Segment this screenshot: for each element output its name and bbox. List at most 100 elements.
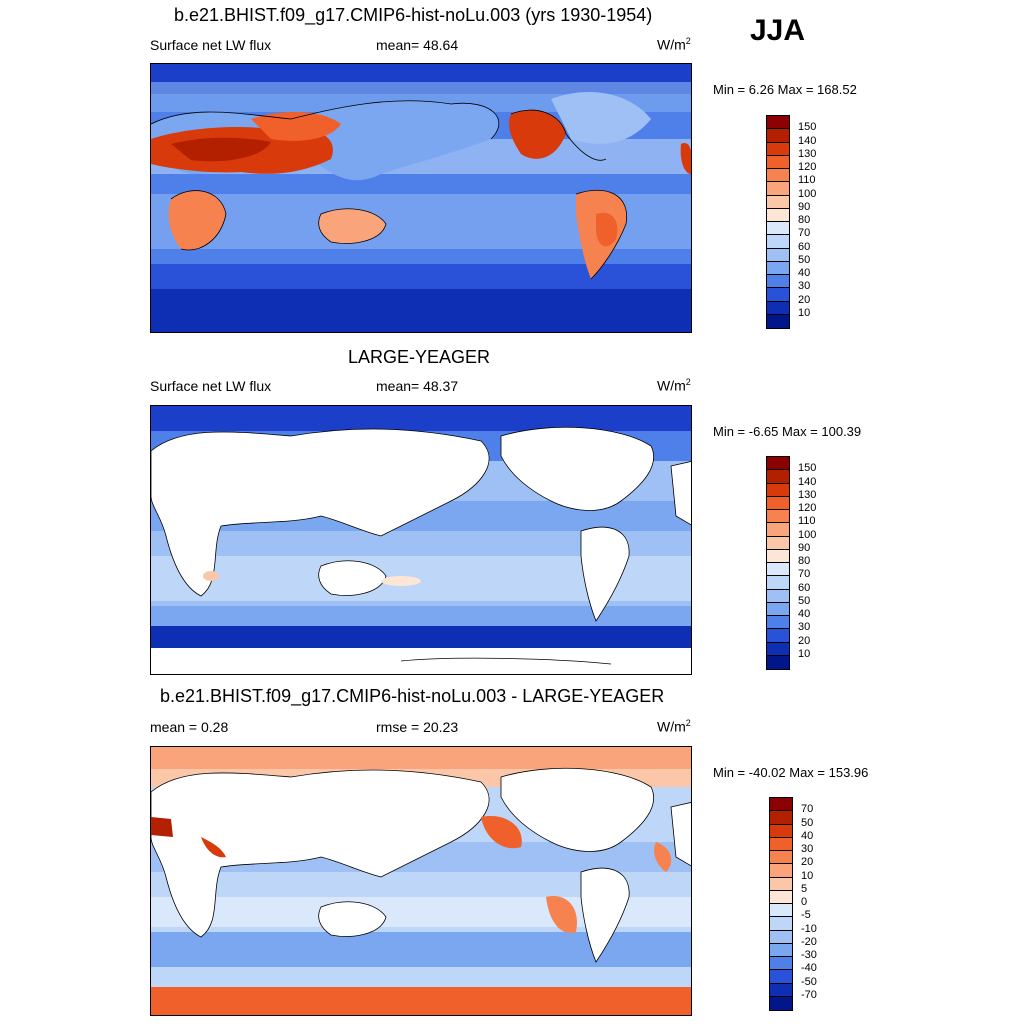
colorbar-swatch [770, 904, 792, 918]
colorbar-tick-label: 130 [798, 488, 817, 501]
colorbar-tick-label: 30 [798, 280, 811, 293]
colorbar-tick-label: 80 [798, 214, 811, 226]
panel1-minmax: Min = 6.26 Max = 168.52 [713, 82, 857, 97]
colorbar-swatch [767, 602, 789, 616]
colorbar-tick-label: 150 [798, 121, 817, 134]
colorbar-tick-label: 60 [798, 581, 811, 594]
colorbar-swatch [767, 616, 789, 630]
colorbar-tick-label: 70 [801, 803, 814, 816]
colorbar-tick-label: 20 [798, 634, 811, 647]
panel3-minmax: Min = -40.02 Max = 153.96 [713, 765, 869, 780]
colorbar-swatch [767, 116, 789, 130]
colorbar-swatch [770, 811, 792, 825]
colorbar-swatch [767, 470, 789, 484]
panel1-units: W/m2 [657, 36, 691, 53]
colorbar-tick-label: 20 [801, 856, 814, 869]
panel1-map [150, 63, 692, 333]
panel3-units: W/m2 [657, 718, 691, 735]
colorbar-swatch [770, 917, 792, 931]
colorbar-swatch [767, 563, 789, 577]
colorbar-swatch [767, 314, 789, 328]
colorbar-tick-label: 150 [798, 462, 817, 475]
panel2-variable-label: Surface net LW flux [150, 378, 272, 394]
colorbar-tick-label: -50 [801, 975, 817, 988]
colorbar-swatch [767, 235, 789, 249]
colorbar-swatch [767, 549, 789, 563]
colorbar-tick-label: 20 [798, 293, 811, 306]
colorbar-tick-label: -30 [801, 949, 817, 961]
colorbar-swatch [767, 261, 789, 275]
colorbar-swatch [770, 996, 792, 1010]
colorbar-tick-label: 30 [801, 843, 814, 855]
colorbar-swatch [770, 970, 792, 984]
colorbar-tick-label: 120 [798, 161, 817, 173]
colorbar-tick-label: 50 [798, 253, 811, 266]
colorbar-tick-label: 10 [798, 647, 811, 660]
colorbar-swatch [767, 496, 789, 510]
colorbar-swatch [767, 301, 789, 315]
colorbar-tick-label: 70 [798, 568, 811, 581]
panel2-title: LARGE-YEAGER [348, 347, 491, 367]
colorbar-tick-label: 80 [798, 555, 811, 567]
colorbar-swatch [767, 142, 789, 156]
panel3-rmse-label: rmse = 20.23 [376, 719, 459, 735]
colorbar-tick-label: 40 [798, 267, 811, 279]
colorbar-swatch [770, 877, 792, 891]
colorbar-tick-label: -40 [801, 962, 817, 975]
colorbar-swatch [767, 576, 789, 590]
colorbar-swatch [767, 483, 789, 497]
colorbar-swatch [770, 957, 792, 971]
panel3-colorbar [769, 797, 793, 1011]
colorbar-tick-label: 110 [798, 174, 816, 187]
colorbar-tick-label: 70 [798, 227, 811, 240]
colorbar-swatch [767, 642, 789, 656]
colorbar-swatch [767, 129, 789, 143]
panel2-units: W/m2 [657, 377, 691, 394]
colorbar-swatch [767, 195, 789, 209]
panel1-colorbar [766, 115, 790, 329]
colorbar-tick-label: 90 [798, 200, 811, 213]
colorbar-swatch [767, 536, 789, 550]
colorbar-swatch [770, 983, 792, 997]
colorbar-swatch [767, 275, 789, 289]
colorbar-swatch [767, 510, 789, 524]
colorbar-tick-label: 50 [801, 816, 814, 829]
panel2-map [150, 405, 692, 675]
colorbar-swatch [767, 155, 789, 169]
panel1-mean-label: mean= 48.64 [376, 37, 459, 53]
colorbar-swatch [767, 629, 789, 643]
colorbar-swatch [770, 930, 792, 944]
panel2-colorbar [766, 456, 790, 670]
colorbar-swatch [767, 182, 789, 196]
panel1-variable-label: Surface net LW flux [150, 37, 272, 53]
colorbar-tick-label: 140 [798, 475, 817, 488]
colorbar-swatch [767, 457, 789, 471]
panel2-minmax: Min = -6.65 Max = 100.39 [713, 424, 862, 439]
colorbar-swatch [770, 851, 792, 865]
panel1-title: b.e21.BHIST.f09_g17.CMIP6-hist-noLu.003 … [174, 5, 653, 25]
panel3-map [150, 746, 692, 1016]
colorbar-tick-label: 140 [798, 134, 817, 147]
colorbar-swatch [770, 798, 792, 812]
colorbar-tick-label: 0 [801, 896, 808, 908]
colorbar-tick-label: 40 [798, 608, 811, 620]
panel2-mean-label: mean= 48.37 [376, 378, 459, 394]
colorbar-tick-label: 50 [798, 594, 811, 607]
colorbar-tick-label: 10 [798, 306, 811, 319]
panel3-title: b.e21.BHIST.f09_g17.CMIP6-hist-noLu.003 … [160, 686, 665, 706]
colorbar-tick-label: -10 [801, 922, 817, 935]
season-label: JJA [750, 14, 806, 47]
colorbar-tick-label: 30 [798, 621, 811, 634]
colorbar-swatch [770, 890, 792, 904]
colorbar-tick-label: 5 [801, 882, 808, 895]
colorbar-tick-label: 100 [798, 528, 817, 541]
colorbar-tick-label: 120 [798, 502, 817, 514]
colorbar-swatch [770, 943, 792, 957]
colorbar-tick-label: 90 [798, 541, 811, 554]
colorbar-swatch [767, 288, 789, 302]
colorbar-tick-label: 110 [798, 515, 816, 528]
panel3-mean-label: mean = 0.28 [150, 719, 229, 735]
colorbar-swatch [767, 208, 789, 222]
colorbar-tick-label: 130 [798, 147, 817, 160]
colorbar-swatch [767, 169, 789, 183]
